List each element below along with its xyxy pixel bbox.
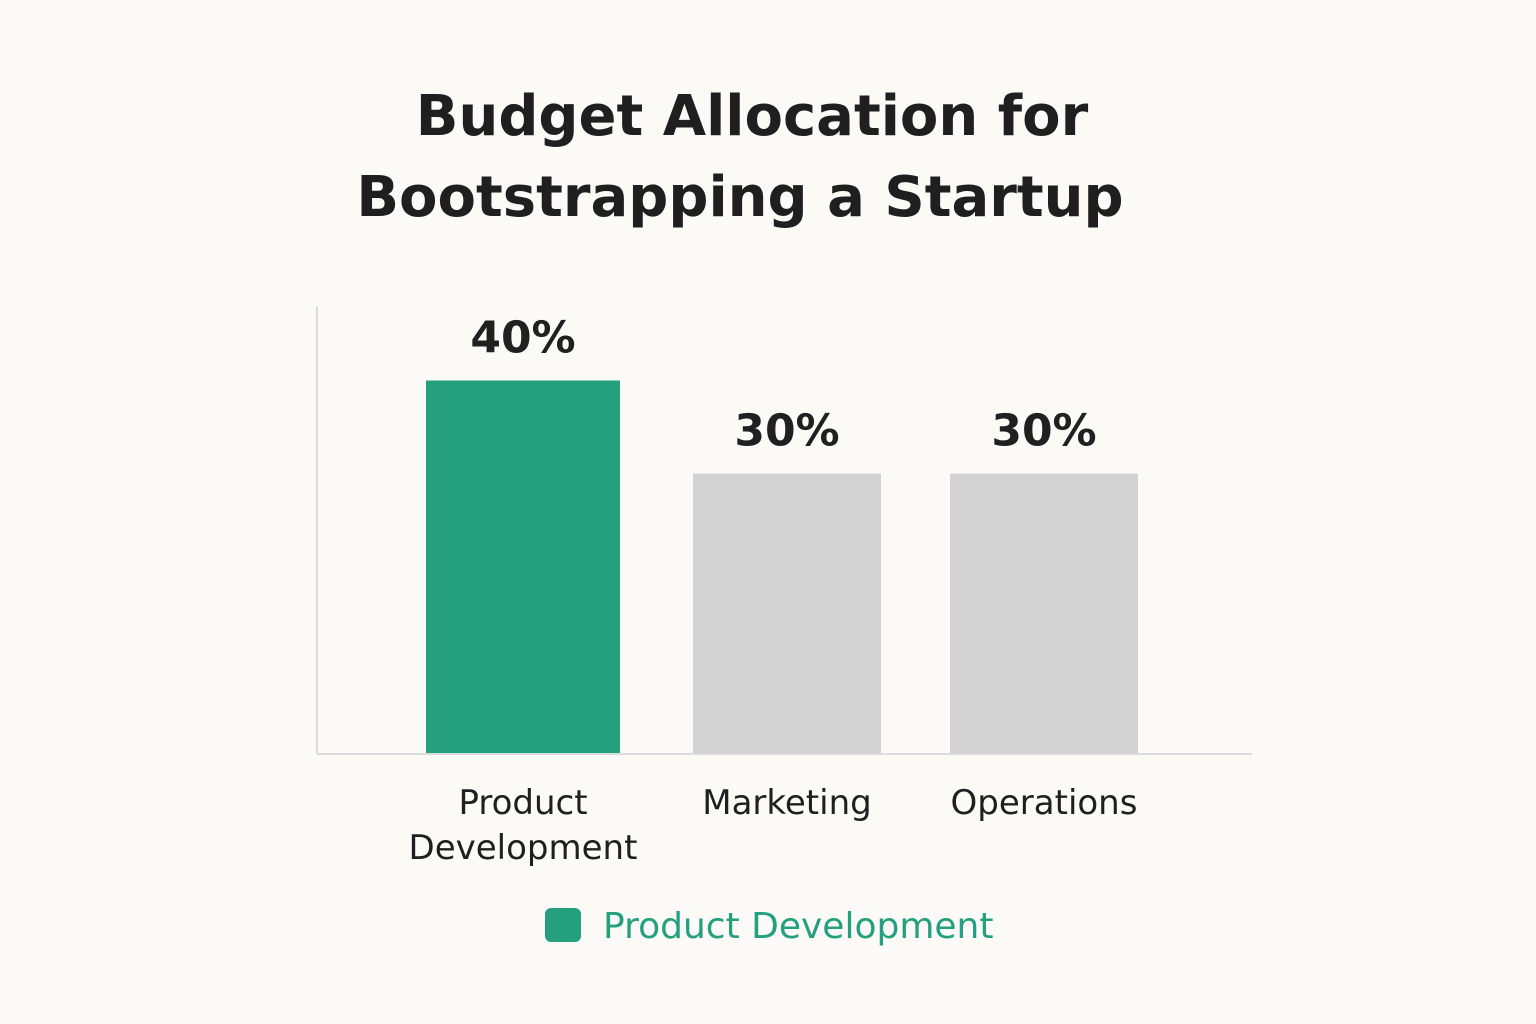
bar-marketing [693, 473, 881, 753]
category-labels-group: Product Development Marketing Operations [409, 783, 1138, 868]
chart-title-line-1: Budget Allocation for [416, 84, 1089, 149]
legend-label: Product Development [603, 906, 993, 947]
category-label-operations: Operations [951, 783, 1138, 823]
category-label-product-development-line-1: Product [458, 783, 587, 823]
bar-product-development [426, 380, 620, 753]
value-label-product-development: 40% [470, 313, 575, 364]
chart-title-line-2: Bootstrapping a Startup [356, 165, 1123, 230]
legend: Product Development [545, 906, 993, 947]
category-label-marketing: Marketing [702, 783, 871, 823]
category-label-product-development-line-2: Development [409, 828, 638, 868]
value-label-operations: 30% [991, 406, 1096, 457]
bars-group [426, 380, 1138, 753]
bar-operations [950, 473, 1138, 753]
legend-swatch [545, 908, 581, 942]
value-labels-group: 40% 30% 30% [470, 313, 1096, 457]
value-label-marketing: 30% [734, 406, 839, 457]
